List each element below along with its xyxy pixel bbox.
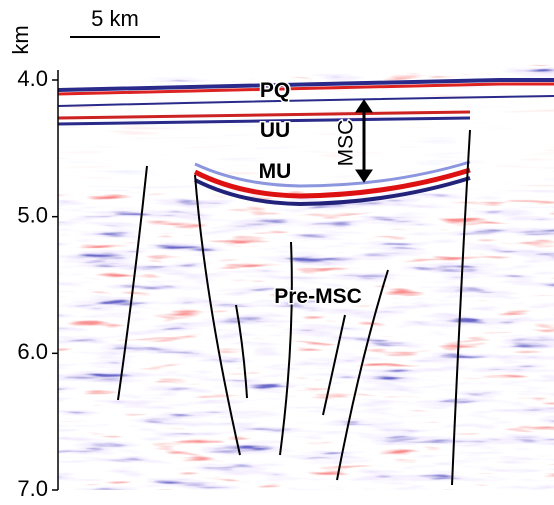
tick-label: 6.0 <box>17 339 48 364</box>
reflector <box>58 82 554 96</box>
fault <box>336 269 389 481</box>
tick-label: 4.0 <box>17 66 48 91</box>
fault <box>279 241 293 456</box>
mu-base-reflector <box>194 176 471 207</box>
reflector <box>58 95 554 107</box>
fault <box>194 174 241 456</box>
unit-label: MU <box>259 160 292 183</box>
msc-label: MSC <box>335 120 358 167</box>
unit-label: UU <box>260 119 290 142</box>
arrow-head <box>355 169 373 183</box>
axis-unit: km <box>8 25 33 54</box>
fault <box>235 304 248 399</box>
tick-label: 7.0 <box>17 476 48 500</box>
upper-unit <box>58 82 554 190</box>
seafloor-reflector <box>58 78 554 92</box>
mu-base-reflector <box>193 167 471 199</box>
arrow-head <box>355 99 373 113</box>
reflector <box>58 116 471 126</box>
scale-bar-label: 5 km <box>91 6 139 31</box>
unit-label: Pre-MSC <box>274 285 362 308</box>
fault <box>117 165 148 401</box>
reflector <box>58 110 471 120</box>
tick-label: 5.0 <box>17 202 48 227</box>
faults <box>117 129 471 486</box>
fault <box>322 314 346 416</box>
fault <box>451 129 471 486</box>
mu-reflector <box>194 160 471 188</box>
depth-ticks: 4.0 5.0 6.0 7.0 <box>17 66 58 501</box>
msc-arrow <box>355 99 373 183</box>
seismic-section <box>58 64 554 490</box>
unit-label: PQ <box>260 79 290 102</box>
